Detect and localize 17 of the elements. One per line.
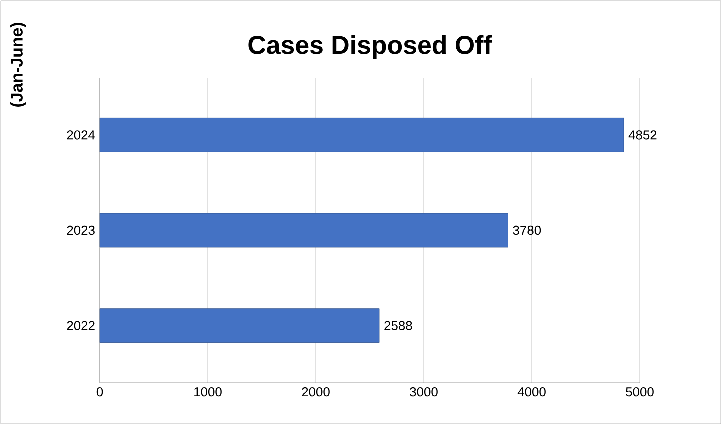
data-label: 4852 [628, 130, 657, 140]
chart-title: Cases Disposed Off [248, 35, 492, 60]
data-label: 2588 [384, 321, 412, 330]
x-tick-label: 3000 [410, 388, 438, 397]
bar [100, 118, 624, 152]
y-tick-label: 2022 [67, 321, 95, 330]
x-tick-label: 0 [96, 388, 104, 397]
y-tick-label: 2023 [67, 226, 95, 236]
y-tick-label: 2024 [67, 130, 96, 140]
x-tick-label: 2000 [302, 388, 330, 397]
x-tick-label: 1000 [194, 388, 222, 397]
data-label: 3780 [513, 226, 542, 236]
x-tick-label: 5000 [626, 388, 654, 397]
x-tick-label: 4000 [518, 388, 546, 397]
bar [100, 213, 508, 248]
bar [100, 308, 380, 344]
y-axis-title: (Jan-June) [10, 23, 26, 107]
